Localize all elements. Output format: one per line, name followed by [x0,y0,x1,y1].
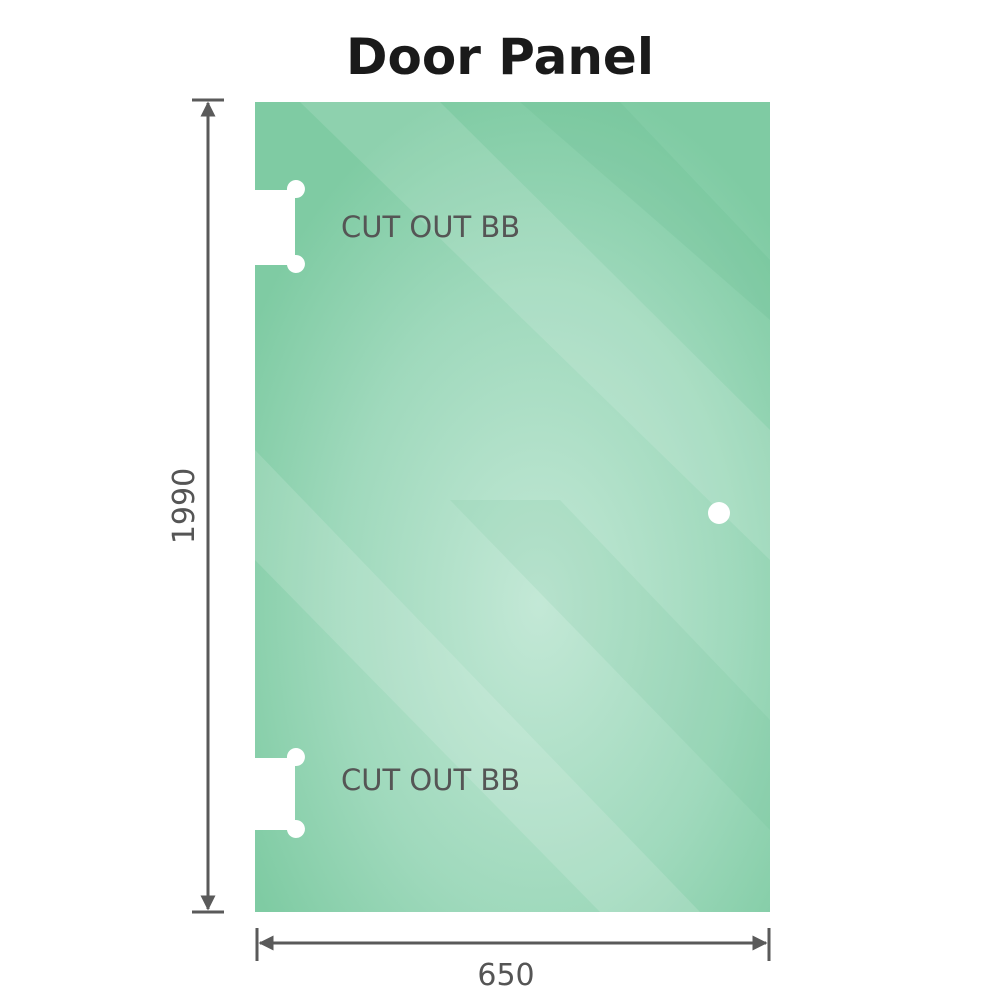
width-dimension: 650 [255,928,771,993]
hinge-cutout-top [255,180,305,273]
cutout-label-bottom: CUT OUT BB [341,763,520,797]
handle-hole [708,502,730,524]
hinge-cutout-bottom [255,748,305,838]
reflection-band [255,450,700,912]
cutout-label-top: CUT OUT BB [341,210,520,244]
reflection-band [450,500,770,830]
diagram-title: Door Panel [346,28,654,86]
glass-panel [255,102,770,912]
reflection-band [300,102,770,560]
reflection-band [520,102,770,320]
height-dimension: 1990 [167,98,224,914]
width-label: 650 [477,958,534,993]
height-label: 1990 [167,468,202,544]
